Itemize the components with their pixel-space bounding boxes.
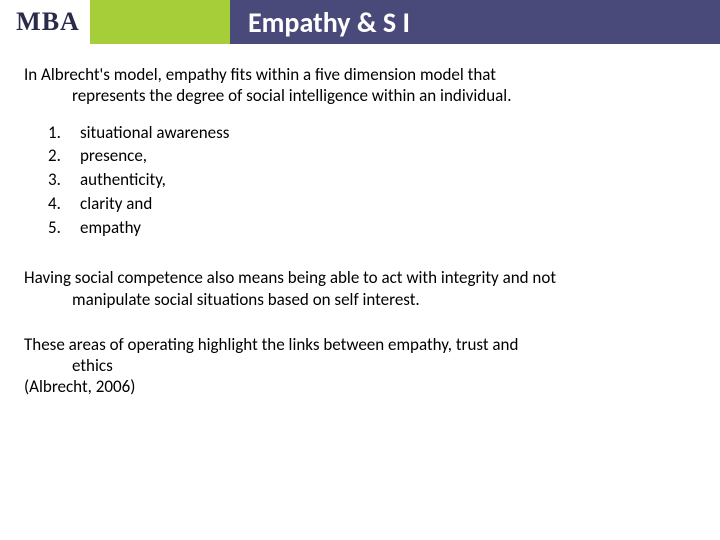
slide-content: In Albrecht's model, empathy fits within… [0, 44, 720, 398]
slide-title: Empathy & S I [248, 5, 410, 40]
dimension-list: 1. situational awareness 2. presence, 3.… [24, 121, 696, 240]
logo-accent [90, 0, 230, 44]
logo-text: MBA [16, 7, 80, 37]
list-item: 1. situational awareness [24, 121, 696, 145]
competence-paragraph: Having social competence also means bein… [24, 267, 696, 310]
final-paragraph: These areas of operating highlight the l… [24, 334, 696, 398]
list-number: 3. [24, 168, 80, 192]
logo-text-wrap: MBA [0, 0, 90, 44]
intro-line2: represents the degree of social intellig… [24, 85, 696, 106]
list-item: 5. empathy [24, 216, 696, 240]
citation: (Albrecht, 2006) [24, 376, 135, 397]
list-item: 2. presence, [24, 144, 696, 168]
list-label: presence, [80, 144, 696, 168]
list-label: situational awareness [80, 121, 696, 145]
logo-block: MBA [0, 0, 230, 44]
final-line2: ethics [24, 355, 696, 376]
list-number: 4. [24, 192, 80, 216]
list-item: 4. clarity and [24, 192, 696, 216]
slide-header: MBA Empathy & S I [0, 0, 720, 44]
para-line2: manipulate social situations based on se… [24, 289, 696, 310]
title-block: Empathy & S I [230, 0, 720, 44]
list-item: 3. authenticity, [24, 168, 696, 192]
intro-paragraph: In Albrecht's model, empathy fits within… [24, 64, 696, 107]
list-number: 1. [24, 121, 80, 145]
intro-line1: In Albrecht's model, empathy fits within… [24, 64, 496, 85]
list-label: authenticity, [80, 168, 696, 192]
para-line1: Having social competence also means bein… [24, 267, 556, 288]
list-label: empathy [80, 216, 696, 240]
final-line1: These areas of operating highlight the l… [24, 334, 518, 355]
list-number: 2. [24, 144, 80, 168]
list-number: 5. [24, 216, 80, 240]
list-label: clarity and [80, 192, 696, 216]
